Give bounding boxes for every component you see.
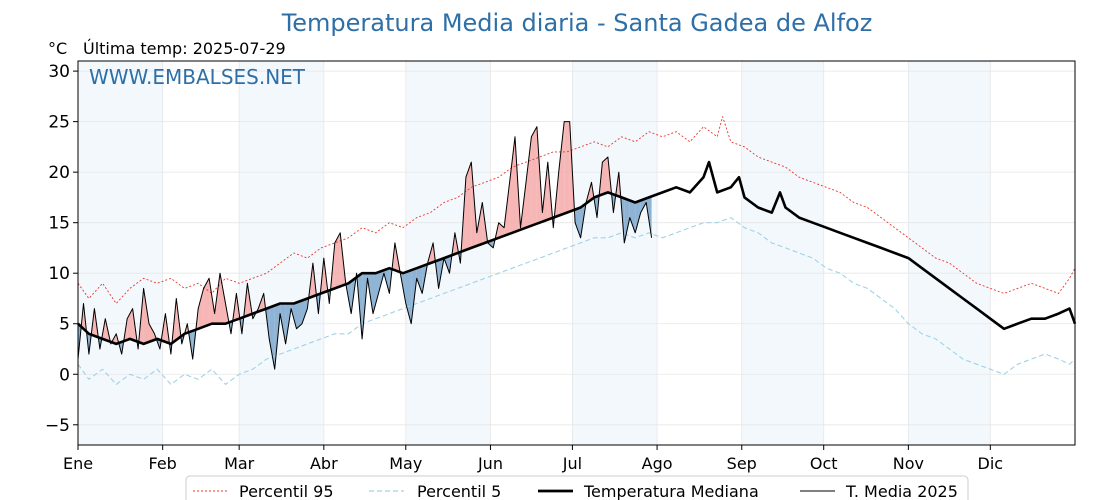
warm-anomaly-fill	[509, 136, 515, 234]
month-band-may	[405, 61, 491, 445]
y-axis: −5 0 5 10 15 20 25 30	[45, 62, 78, 436]
x-tick-label: Feb	[149, 454, 177, 473]
legend-label-median: Temperatura Mediana	[583, 482, 759, 500]
legend-label-p95: Percentil 95	[239, 482, 334, 500]
watermark: WWW.EMBALSES.NET	[89, 65, 306, 89]
last-temp-subtitle: Última temp: 2025-07-29	[83, 39, 286, 58]
percentile-95-line	[77, 116, 1076, 304]
cold-anomaly-fill	[296, 300, 302, 329]
warm-anomaly-fill	[149, 323, 155, 342]
y-tick-label: 30	[48, 62, 70, 82]
series-lines	[77, 116, 1077, 385]
cold-anomaly-fill	[269, 305, 275, 370]
chart-title: Temperatura Media diaria - Santa Gadea d…	[281, 9, 873, 37]
warm-anomaly-fill	[465, 162, 472, 250]
month-band-sep	[741, 61, 824, 445]
x-tick-label: Ago	[642, 454, 673, 473]
x-tick-label: Dic	[978, 454, 1004, 473]
month-band-ene	[78, 61, 163, 445]
warm-anomaly-fill	[198, 288, 204, 329]
median-temperature-line	[77, 160, 1077, 346]
x-tick-label: Oct	[810, 454, 838, 473]
cold-anomaly-fill	[373, 272, 379, 314]
x-tick-label: Jul	[562, 454, 582, 473]
temp-2025-line	[77, 121, 653, 370]
warm-anomaly-fill	[531, 126, 537, 226]
warm-anomaly-fill	[220, 273, 226, 324]
y-tick-label: 20	[48, 163, 70, 183]
x-tick-label: May	[389, 454, 422, 473]
warm-anomaly-fill	[526, 136, 532, 228]
cold-anomaly-fill	[416, 266, 423, 294]
y-tick-label: 0	[59, 365, 70, 385]
x-tick-label: Jun	[477, 454, 503, 473]
month-bands	[78, 61, 991, 445]
y-tick-label: 5	[59, 315, 70, 335]
x-tick-label: Mar	[224, 454, 255, 473]
y-tick-label: 25	[48, 113, 70, 133]
legend-label-2025: T. Media 2025	[845, 482, 958, 500]
warm-anomaly-fill	[334, 232, 341, 289]
x-tick-label: Nov	[893, 454, 924, 473]
cold-anomaly-fill	[302, 298, 308, 324]
cold-anomaly-fill	[635, 200, 641, 233]
x-axis: Ene Feb Mar Abr May Jun Jul Ago Sep Oct Nov Dic	[63, 445, 1003, 473]
legend-frame	[185, 475, 969, 500]
warm-anomaly-fill	[602, 157, 608, 195]
x-tick-label: Abr	[310, 454, 338, 473]
cold-anomaly-fill	[629, 200, 636, 233]
cold-anomaly-fill	[575, 207, 581, 238]
anomaly-fills	[78, 121, 652, 370]
x-tick-label: Sep	[727, 454, 757, 473]
warm-anomaly-fill	[143, 288, 149, 344]
month-band-mar	[239, 61, 324, 445]
warm-anomaly-fill	[558, 121, 565, 216]
warm-anomaly-fill	[203, 278, 210, 327]
percentile-5-line	[77, 217, 1076, 385]
warm-anomaly-fill	[476, 202, 483, 246]
x-tick-label: Ene	[63, 454, 93, 473]
warm-anomaly-fill	[564, 121, 570, 214]
cold-anomaly-fill	[624, 198, 630, 243]
month-band-nov	[908, 61, 991, 445]
legend: Percentil 95 Percentil 5 Temperatura Med…	[185, 475, 969, 500]
month-band-jul	[572, 61, 658, 445]
y-tick-label: 15	[48, 214, 70, 234]
cold-anomaly-fill	[405, 270, 412, 324]
unit-label: °C	[48, 39, 67, 58]
plot-frame	[77, 60, 1076, 446]
legend-label-p5: Percentil 5	[417, 482, 501, 500]
y-tick-label: −5	[45, 416, 70, 436]
y-tick-label: 10	[48, 264, 70, 284]
